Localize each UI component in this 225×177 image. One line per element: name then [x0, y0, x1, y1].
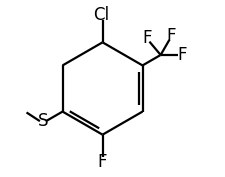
Text: Cl: Cl	[93, 6, 109, 24]
Text: F: F	[166, 27, 176, 45]
Text: F: F	[97, 153, 107, 171]
Text: F: F	[177, 46, 186, 64]
Text: S: S	[37, 112, 48, 130]
Text: F: F	[141, 29, 151, 47]
